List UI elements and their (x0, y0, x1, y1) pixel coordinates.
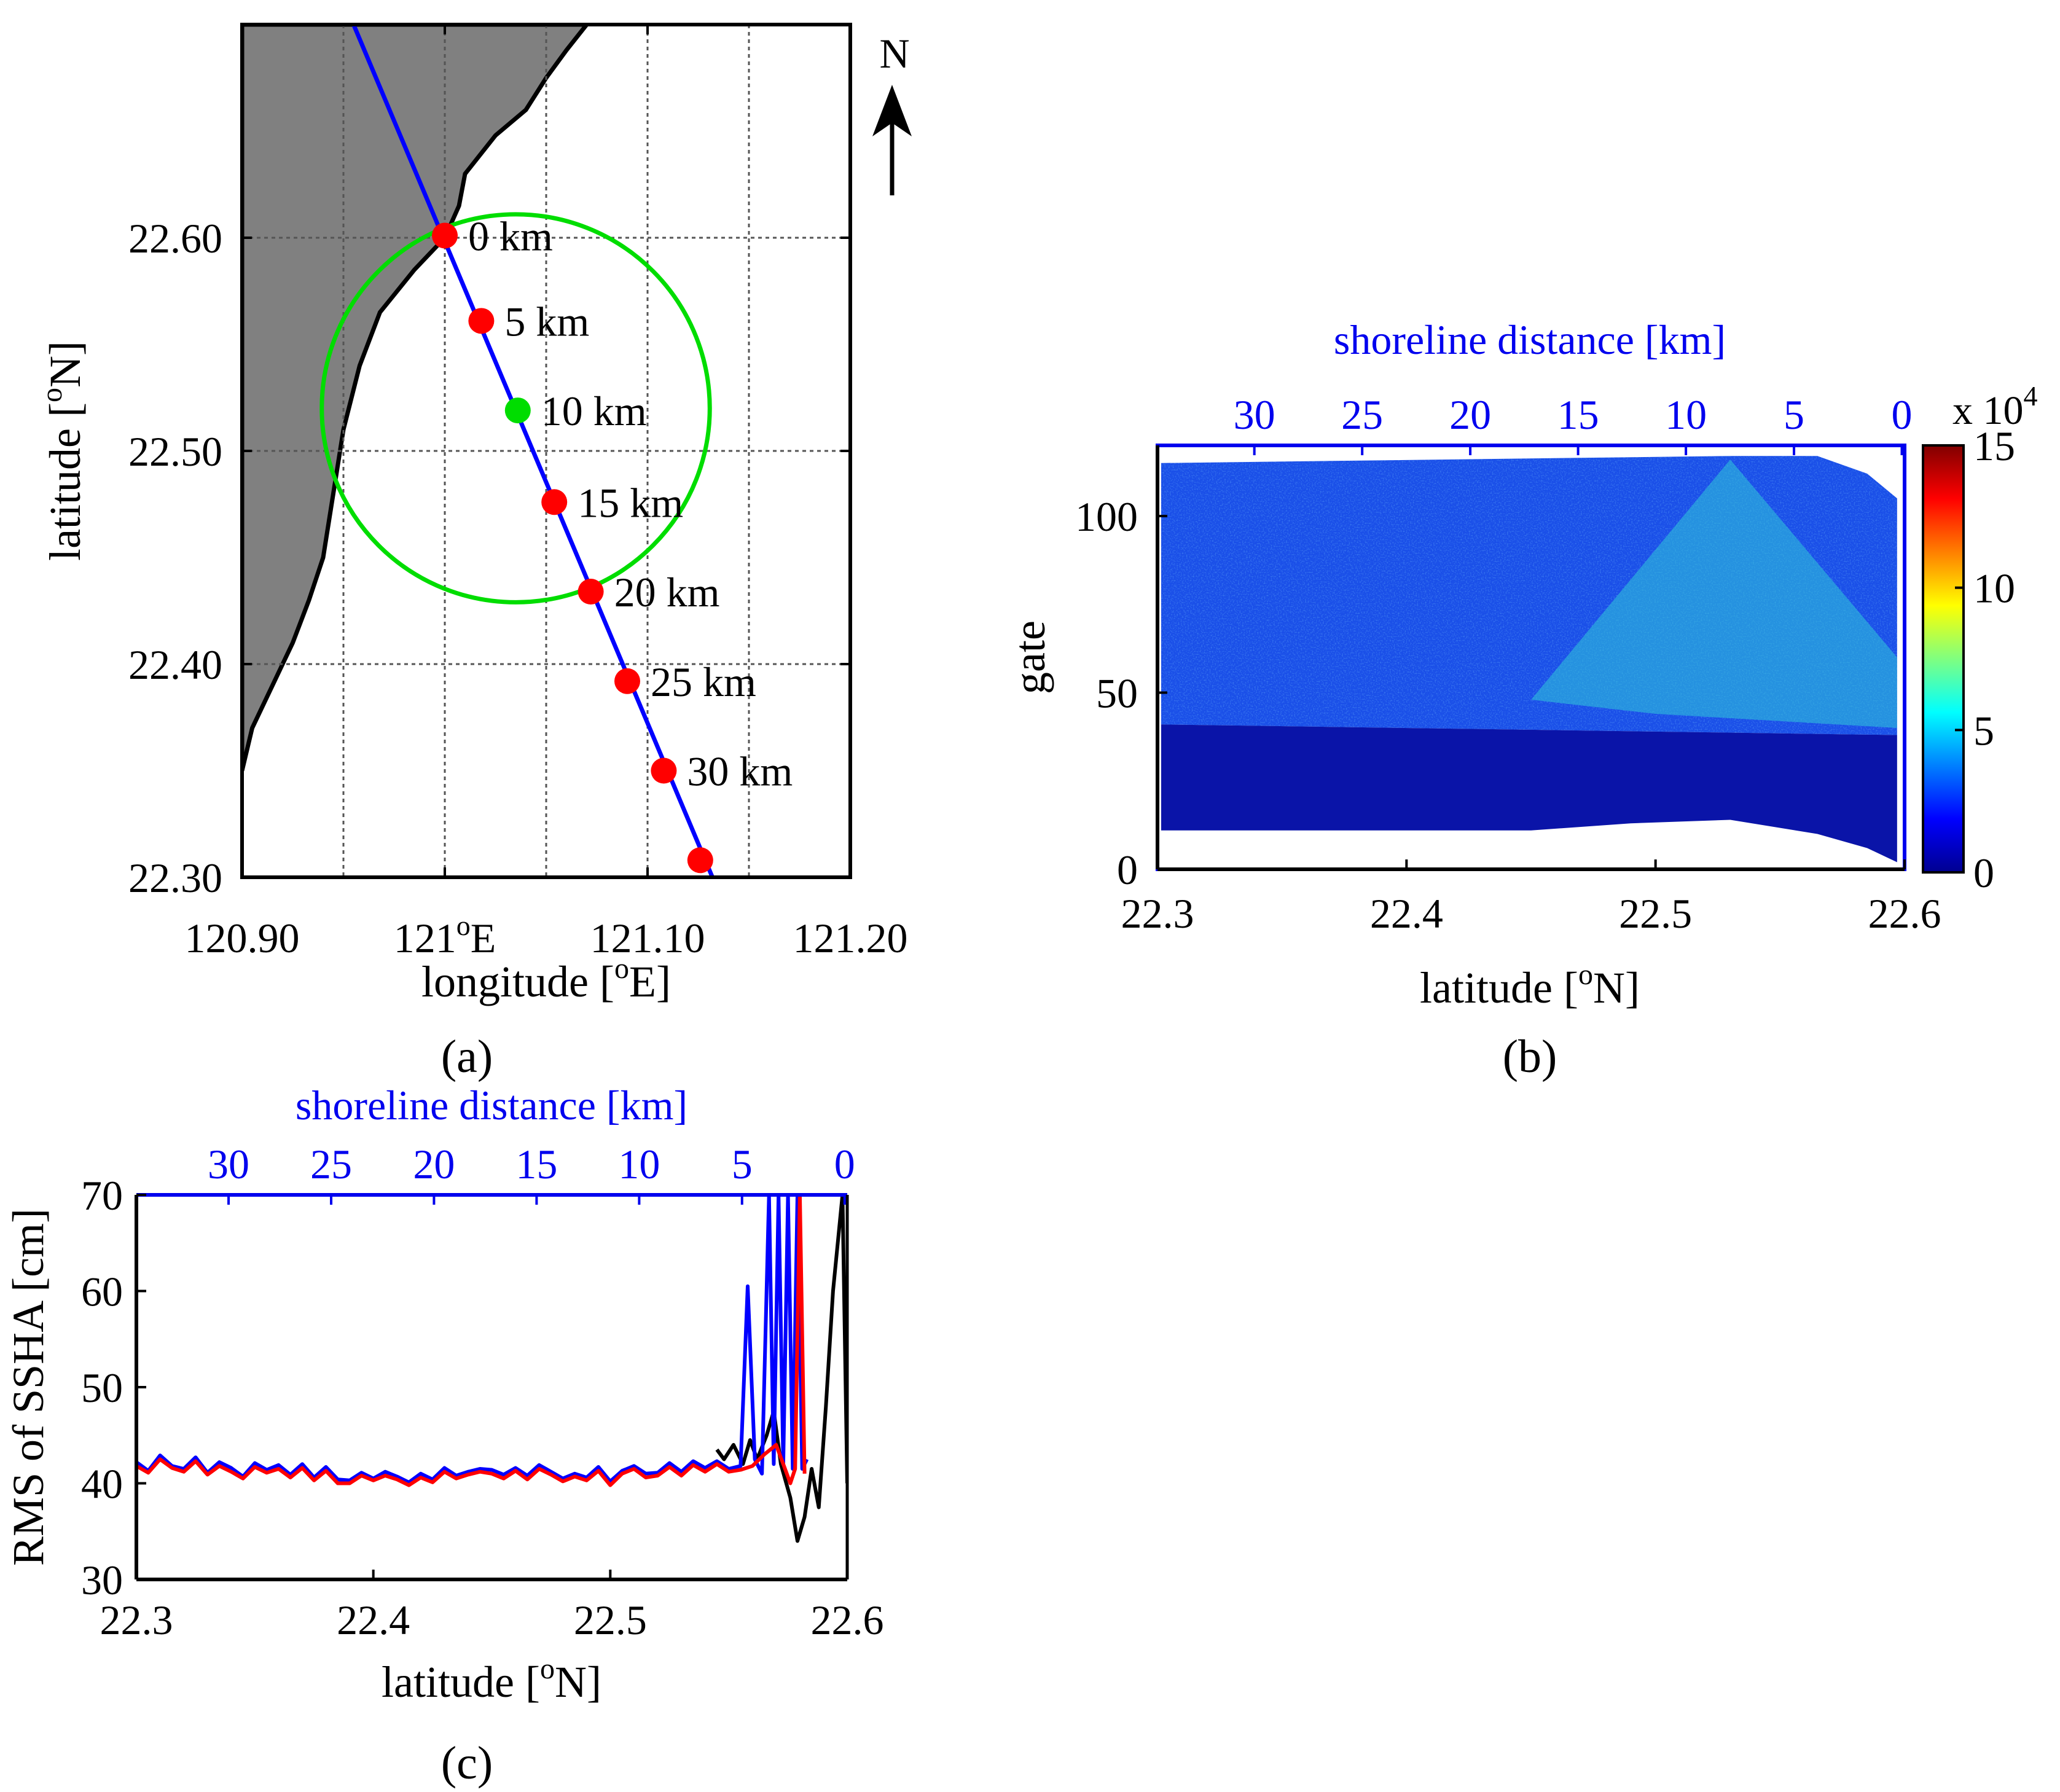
y-tick-label: 40 (81, 1461, 123, 1508)
heatmap-top-title: shoreline distance [km] (1334, 316, 1726, 363)
x-tick-label: 120.90 (185, 915, 300, 961)
track-point (687, 847, 713, 874)
top-tick-label: 25 (1341, 391, 1383, 438)
top-tick-label: 10 (1665, 391, 1707, 438)
satellite-track (351, 25, 715, 877)
colorbar-multiplier: x 104 (1952, 380, 2038, 433)
track-point (432, 222, 458, 249)
top-tick-label: 20 (413, 1141, 455, 1187)
north-label: N (879, 30, 909, 77)
track-point-label: 0 km (468, 213, 553, 260)
heatmap-bright-wedge (1531, 460, 1897, 728)
x-tick-label: 22.4 (337, 1597, 410, 1643)
x-tick-label: 22.4 (1370, 890, 1443, 937)
x-tick-label: 22.3 (100, 1597, 173, 1643)
top-tick-label: 20 (1449, 391, 1491, 438)
north-arrow-icon (872, 85, 912, 195)
track-point-label: 15 km (578, 479, 683, 526)
track-point (468, 308, 495, 334)
colorbar-tick-label: 0 (1973, 850, 1994, 896)
rms-x-label: latitude [oN] (382, 1653, 601, 1707)
rms-series (136, 1195, 847, 1543)
rms-y-label: RMS of SSHA [cm] (4, 1208, 53, 1566)
track-point-label: 30 km (687, 748, 793, 795)
top-tick-label: 5 (732, 1141, 753, 1187)
track-point (504, 397, 531, 424)
track-point-label: 10 km (541, 388, 647, 434)
y-tick-label: 22.30 (128, 855, 222, 901)
track-point (541, 489, 568, 515)
x-tick-label: 22.6 (1868, 890, 1941, 937)
y-tick-label: 0 (1117, 847, 1138, 893)
x-tick-label: 121oE (394, 910, 496, 961)
x-tick-label: 22.3 (1121, 890, 1194, 937)
rms-top-title: shoreline distance [km] (296, 1082, 687, 1129)
x-tick-label: 121.20 (793, 915, 908, 961)
track-point (614, 668, 640, 694)
track-point-label: 20 km (614, 569, 720, 616)
map-y-label: latitude [oN] (36, 341, 90, 561)
map-ticks: 120.90 121oE 121.10 121.20 22.30 22.40 22.50 22… (128, 25, 908, 961)
top-tick-label: 30 (208, 1141, 249, 1187)
y-tick-label: 22.40 (128, 641, 222, 688)
colorbar (1922, 444, 1965, 874)
track-point (651, 757, 677, 784)
panel-label-b: (b) (1503, 1031, 1557, 1082)
series-line-red (136, 1195, 807, 1487)
footprint-circle (319, 212, 712, 605)
colorbar-tick-label: 15 (1973, 423, 2015, 469)
top-tick-label: 15 (515, 1141, 557, 1187)
colorbar-tick-label: 5 (1973, 707, 1994, 754)
colorbar-ticks: 0 5 10 15 (1955, 423, 2015, 896)
heatmap-y-label: gate (1005, 620, 1054, 694)
top-tick-label: 0 (834, 1141, 855, 1187)
map-grid (242, 25, 850, 877)
colorbar-tick-label: 10 (1973, 565, 2015, 612)
y-tick-label: 100 (1075, 493, 1138, 540)
track-point (578, 579, 604, 605)
heatmap-x-label: latitude [oN] (1420, 958, 1640, 1012)
y-tick-label: 50 (1096, 670, 1138, 717)
track-point-label: 5 km (504, 298, 589, 345)
y-tick-label: 22.50 (128, 428, 222, 475)
map-x-label: longitude [oE] (421, 952, 671, 1006)
x-tick-label: 22.6 (811, 1597, 884, 1643)
top-tick-label: 30 (1234, 391, 1275, 438)
track-point-label: 25 km (651, 659, 756, 705)
top-tick-label: 15 (1557, 391, 1599, 438)
panel-label-a: (a) (441, 1031, 493, 1082)
series-line-blue (136, 1195, 809, 1484)
top-tick-label: 25 (310, 1141, 352, 1187)
x-tick-label: 121.10 (590, 915, 705, 961)
panel-label-c: (c) (441, 1737, 493, 1789)
y-tick-label: 60 (81, 1269, 123, 1315)
x-tick-label: 22.5 (574, 1597, 647, 1643)
y-tick-label: 50 (81, 1364, 123, 1411)
top-tick-label: 10 (618, 1141, 660, 1187)
y-tick-label: 70 (81, 1172, 123, 1219)
land-area (242, 25, 590, 772)
x-tick-label: 22.5 (1619, 890, 1692, 937)
y-tick-label: 22.60 (128, 215, 222, 262)
top-tick-label: 5 (1784, 391, 1804, 438)
heatmap-low-gates (1161, 724, 1897, 863)
track-points: 0 km 5 km 10 km 15 km 20 km 25 km 30 km (432, 213, 793, 874)
y-tick-label: 30 (81, 1557, 123, 1603)
top-tick-label: 0 (1892, 391, 1913, 438)
panel-a-map: 0 km 5 km 10 km 15 km 20 km 25 km 30 km 120.90… (36, 23, 912, 1082)
